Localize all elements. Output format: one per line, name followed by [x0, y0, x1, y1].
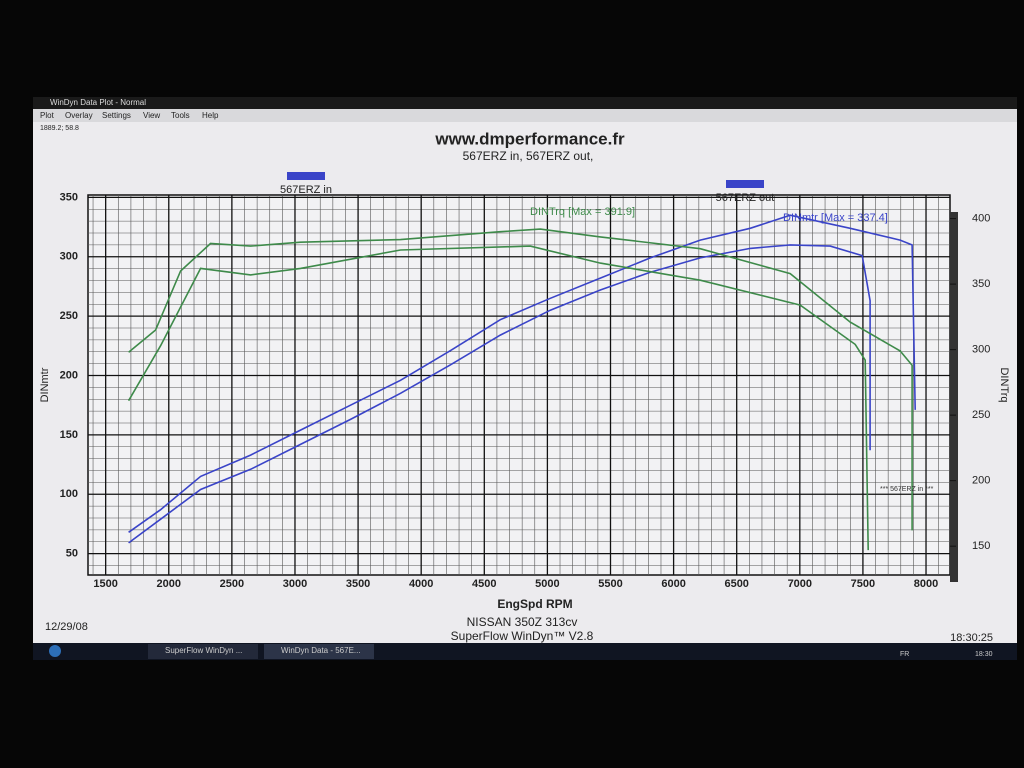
- footer-date: 12/29/08: [45, 621, 88, 633]
- menu-item[interactable]: Help: [202, 111, 219, 120]
- x-tick-label: 5500: [598, 578, 622, 590]
- footer-software: SuperFlow WinDyn™ V2.8: [451, 629, 594, 643]
- y-axis-label: DINmtr: [39, 367, 51, 402]
- annotation: *** 567ERZ in ***: [880, 486, 934, 493]
- footer-vehicle: NISSAN 350Z 313cv: [467, 615, 578, 629]
- x-tick-label: 7000: [788, 578, 812, 590]
- x-tick-label: 7500: [851, 578, 875, 590]
- y-tick-label: 250: [60, 310, 78, 322]
- plot: 1500 2000 2500 3000 3500 4000 4500 5000 5500 6000…: [60, 172, 990, 590]
- taskbar-clock: 18:30: [975, 651, 993, 658]
- annotation: DINmtr [Max = 337.4]: [783, 212, 888, 224]
- x-tick-label: 8000: [914, 578, 938, 590]
- y2-tick-label: 150: [972, 540, 990, 552]
- y-tick-label: 150: [60, 429, 78, 441]
- start-button[interactable]: [49, 645, 61, 657]
- menu-item[interactable]: Overlay: [65, 111, 93, 120]
- x-tick-label: 4000: [409, 578, 433, 590]
- menu-item[interactable]: Tools: [171, 111, 190, 120]
- taskbar-button[interactable]: [148, 644, 258, 659]
- x-tick-label: 1500: [93, 578, 117, 590]
- taskbar-item[interactable]: WinDyn Data - 567E...: [281, 646, 361, 655]
- x-tick-label: 5000: [535, 578, 559, 590]
- y2-axis-label: DINTrq: [998, 367, 1010, 402]
- taskbar-item[interactable]: SuperFlow WinDyn ...: [165, 646, 242, 655]
- legend-label: 567ERZ out: [716, 192, 775, 204]
- y-tick-label: 200: [60, 369, 78, 381]
- y-tick-label: 350: [60, 191, 78, 203]
- x-tick-label: 6500: [724, 578, 748, 590]
- footer-time: 18:30:25: [950, 632, 993, 644]
- legend-swatch[interactable]: [726, 180, 764, 188]
- x-tick-label: 4500: [472, 578, 496, 590]
- chart-title: www.dmperformance.fr: [434, 129, 625, 148]
- series-line: [128, 244, 871, 544]
- taskbar-language: FR: [900, 651, 909, 658]
- y2-tick-label: 350: [972, 278, 990, 290]
- x-tick-label: 2000: [157, 578, 181, 590]
- window-title: WinDyn Data Plot - Normal: [50, 98, 146, 107]
- menu-item[interactable]: Plot: [40, 111, 55, 120]
- y2-tick-label: 250: [972, 409, 990, 421]
- series-line: [128, 214, 916, 533]
- legend-label: 567ERZ in: [280, 184, 332, 196]
- x-tick-label: 3500: [346, 578, 370, 590]
- y2-tick-label: 300: [972, 344, 990, 356]
- y2-tick-label: 400: [972, 212, 990, 224]
- chart-subtitle: 567ERZ in, 567ERZ out,: [463, 149, 594, 163]
- y2-tick-label: 200: [972, 475, 990, 487]
- x-tick-label: 3000: [283, 578, 307, 590]
- taskbar-button[interactable]: [264, 644, 374, 659]
- title-bar: [33, 97, 1017, 109]
- y-tick-label: 50: [66, 548, 78, 560]
- menu: Plot Overlay Settings View Tools Help: [40, 111, 219, 120]
- legend-swatch[interactable]: [287, 172, 325, 180]
- x-axis-label: EngSpd RPM: [497, 597, 572, 611]
- series-line: [128, 228, 913, 531]
- y-tick-label: 100: [60, 488, 78, 500]
- menu-item[interactable]: View: [143, 111, 160, 120]
- series-line: [127, 245, 869, 551]
- menu-bar: [33, 109, 1017, 122]
- plot-shadow: [950, 212, 958, 582]
- annotation: DINTrq [Max = 391.9]: [530, 206, 635, 218]
- y-tick-label: 300: [60, 251, 78, 263]
- x-tick-label: 2500: [220, 578, 244, 590]
- x-tick-label: 6000: [661, 578, 685, 590]
- cursor-readout: 1889.2; 58.8: [40, 125, 79, 132]
- menu-item[interactable]: Settings: [102, 111, 131, 120]
